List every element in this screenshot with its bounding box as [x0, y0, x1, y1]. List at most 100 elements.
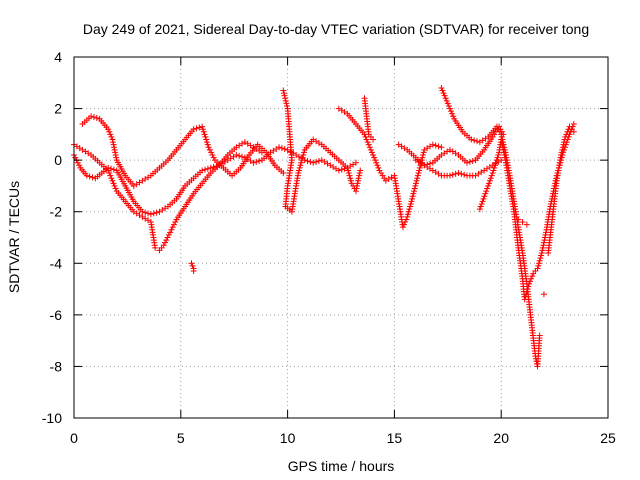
data-point: [373, 159, 380, 166]
data-point: [450, 113, 457, 120]
data-point: [476, 206, 483, 213]
data-point: [478, 200, 485, 207]
data-point: [480, 195, 487, 202]
data-point: [401, 221, 408, 228]
data-point: [202, 166, 209, 173]
data-point: [280, 87, 287, 94]
data-point: [444, 100, 451, 107]
data-point: [160, 242, 167, 249]
data-point: [165, 231, 172, 238]
data-point: [432, 142, 439, 149]
data-point: [445, 102, 452, 109]
data-point: [190, 126, 197, 133]
chart-title: Day 249 of 2021, Sidereal Day-to-day VTE…: [83, 21, 589, 37]
data-point: [561, 144, 568, 151]
data-point: [405, 208, 412, 215]
data-point: [499, 144, 506, 151]
data-point: [411, 185, 418, 192]
data-point: [449, 110, 456, 117]
y-tick-label: -2: [50, 204, 63, 220]
data-point: [168, 226, 175, 233]
data-point: [528, 275, 535, 282]
data-point: [548, 198, 555, 205]
data-point: [555, 167, 562, 174]
data-point: [282, 95, 289, 102]
x-tick-labels: 0 5 10 15 20 25: [70, 430, 616, 446]
data-point: [498, 133, 505, 140]
data-point: [203, 139, 210, 146]
data-point: [495, 126, 502, 133]
data-point: [276, 144, 283, 151]
data-point: [409, 193, 416, 200]
data-point: [280, 170, 287, 177]
data-point: [468, 136, 475, 143]
data-point: [535, 260, 542, 267]
data-point: [72, 154, 79, 161]
data-point: [88, 113, 95, 120]
data-point: [258, 149, 265, 156]
data-point: [540, 239, 547, 246]
data-point: [188, 260, 195, 267]
data-point: [145, 210, 152, 217]
data-point: [448, 108, 455, 115]
data-point: [407, 200, 414, 207]
data-point: [110, 180, 117, 187]
data-point: [498, 136, 505, 143]
data-point: [536, 332, 543, 339]
data-point: [549, 193, 556, 200]
data-point: [492, 162, 499, 169]
data-point: [355, 175, 362, 182]
data-point: [486, 177, 493, 184]
data-point: [105, 167, 112, 174]
data-point: [550, 188, 557, 195]
x-tick-label: 20: [493, 430, 509, 446]
data-point: [107, 172, 114, 179]
y-tick-label: -4: [50, 255, 63, 271]
data-point: [489, 170, 496, 177]
data-point: [298, 159, 305, 166]
data-point: [280, 90, 287, 97]
data-point: [169, 224, 176, 231]
data-point: [403, 216, 410, 223]
data-point: [172, 219, 179, 226]
data-point: [562, 141, 569, 148]
data-point: [404, 211, 411, 218]
x-tick-label: 25: [600, 430, 616, 446]
data-point: [408, 198, 415, 205]
data-point: [406, 206, 413, 213]
data-point: [564, 136, 571, 143]
data-point: [547, 203, 554, 210]
data-point: [109, 139, 116, 146]
data-point: [352, 159, 359, 166]
data-point: [548, 195, 555, 202]
data-point: [250, 159, 257, 166]
data-point: [500, 146, 507, 153]
data-point: [404, 213, 411, 220]
data-point: [233, 151, 240, 158]
data-point: [410, 190, 417, 197]
data-points: [71, 84, 577, 370]
data-point: [553, 172, 560, 179]
data-point: [304, 158, 311, 165]
data-point: [541, 234, 548, 241]
data-point: [500, 149, 507, 156]
data-point: [473, 138, 480, 145]
data-point: [414, 172, 421, 179]
data-point: [313, 158, 320, 165]
data-point: [105, 126, 112, 133]
data-point: [164, 234, 171, 241]
data-point: [109, 177, 116, 184]
data-point: [300, 149, 307, 156]
data-point: [477, 203, 484, 210]
data-point: [438, 144, 445, 151]
data-point: [76, 162, 83, 169]
data-point: [366, 144, 373, 151]
data-point: [253, 158, 260, 165]
data-point: [529, 273, 536, 280]
data-point: [370, 151, 377, 158]
data-point: [439, 87, 446, 94]
data-point: [483, 188, 490, 195]
data-point: [424, 161, 431, 168]
data-point: [298, 157, 305, 164]
data-point: [515, 216, 522, 223]
